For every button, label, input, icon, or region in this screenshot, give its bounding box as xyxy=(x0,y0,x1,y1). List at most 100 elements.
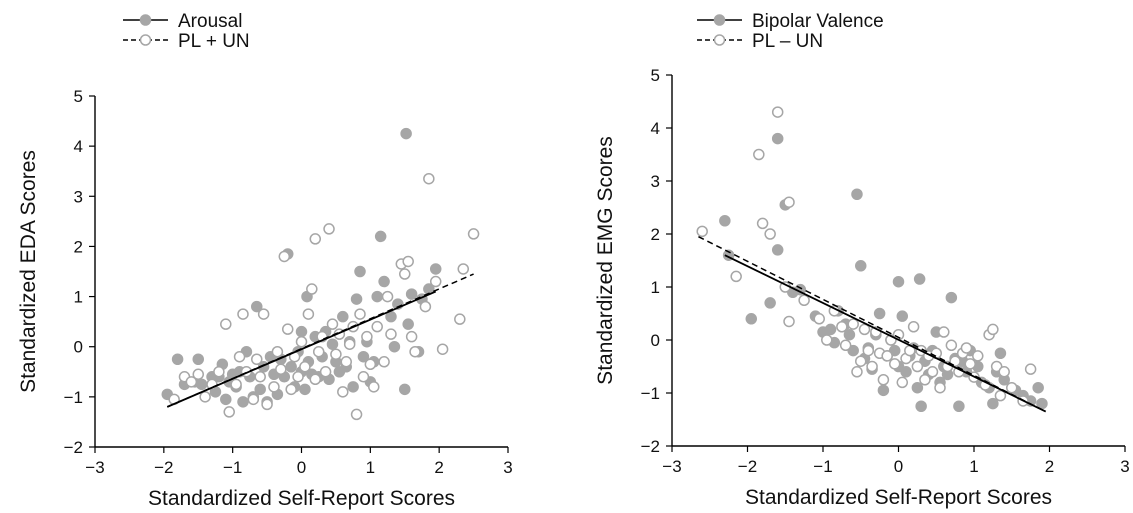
x-tick-label: −1 xyxy=(813,457,832,476)
filled-data-point xyxy=(378,275,390,288)
filled-data-point xyxy=(400,127,412,140)
x-tick-label: −1 xyxy=(223,458,242,477)
open-data-point xyxy=(881,350,893,362)
open-data-point xyxy=(436,343,449,355)
open-data-point xyxy=(839,339,852,352)
open-data-point xyxy=(185,376,198,388)
open-data-point xyxy=(457,263,470,275)
open-data-point xyxy=(309,373,322,386)
filled-data-point xyxy=(987,397,999,410)
open-data-point xyxy=(994,389,1007,402)
open-data-point xyxy=(381,290,394,303)
open-data-point xyxy=(337,386,349,398)
open-data-point xyxy=(998,366,1010,378)
open-data-point xyxy=(783,315,795,328)
filled-data-point xyxy=(994,347,1007,359)
filled-data-point xyxy=(847,344,859,357)
open-data-point xyxy=(855,355,867,367)
y-tick-label: 0 xyxy=(74,338,83,357)
open-data-point xyxy=(753,148,765,161)
open-data-point xyxy=(309,233,322,245)
filled-data-point xyxy=(388,340,401,353)
open-data-point xyxy=(361,330,373,343)
y-tick-label: 1 xyxy=(74,288,83,307)
open-data-point xyxy=(192,368,204,381)
open-data-point xyxy=(847,318,859,330)
filled-data-point xyxy=(429,263,442,275)
y-axis-title: Standardized EDA Scores xyxy=(17,150,40,393)
legend-entry-label: PL – UN xyxy=(752,31,823,52)
open-data-point xyxy=(409,345,421,358)
y-axis-title: Standardized EMG Scores xyxy=(594,136,617,385)
open-data-point xyxy=(821,334,833,346)
open-data-point xyxy=(199,391,211,403)
filled-data-point xyxy=(851,188,863,200)
filled-data-point xyxy=(877,384,890,397)
y-tick-label: 5 xyxy=(651,66,660,85)
legend-marker-sample xyxy=(713,14,726,26)
open-data-point xyxy=(261,398,273,411)
open-data-point xyxy=(343,338,356,350)
open-data-point xyxy=(783,196,795,208)
open-data-point xyxy=(911,360,924,373)
open-data-point xyxy=(934,381,946,394)
filled-data-point xyxy=(764,297,776,309)
open-data-point xyxy=(964,358,976,370)
y-tick-label: 1 xyxy=(651,278,660,297)
filled-data-point xyxy=(745,313,758,325)
y-tick-label: −1 xyxy=(64,388,83,407)
y-tick-label: 2 xyxy=(651,225,660,244)
open-data-point xyxy=(851,366,863,378)
open-data-point xyxy=(233,350,246,363)
open-data-point xyxy=(268,381,280,393)
open-data-point xyxy=(771,106,784,118)
filled-data-point xyxy=(1036,397,1048,410)
open-data-point xyxy=(877,374,890,386)
filled-data-point xyxy=(873,307,886,320)
open-data-point xyxy=(454,313,466,325)
open-data-point xyxy=(1006,381,1018,394)
regression-line-dashed xyxy=(166,273,474,408)
x-tick-label: 3 xyxy=(503,458,512,477)
open-data-point xyxy=(813,313,825,325)
y-tick-label: 5 xyxy=(74,87,83,106)
open-data-point xyxy=(371,320,383,333)
open-data-point xyxy=(764,228,776,240)
filled-data-point xyxy=(405,288,418,300)
open-data-point xyxy=(350,408,363,421)
filled-data-point xyxy=(915,400,927,412)
open-data-point xyxy=(278,250,291,263)
y-tick-label: −2 xyxy=(641,437,660,456)
y-tick-label: −1 xyxy=(641,384,660,403)
open-data-point xyxy=(299,361,311,373)
filled-data-point xyxy=(719,215,731,227)
x-tick-label: 2 xyxy=(1045,457,1054,476)
open-data-point xyxy=(926,366,939,378)
open-data-point xyxy=(972,350,984,362)
filled-data-point xyxy=(171,353,184,365)
open-data-point xyxy=(257,308,270,320)
filled-data-point xyxy=(945,291,958,304)
legend-entry-label: Arousal xyxy=(178,11,242,32)
open-data-point xyxy=(730,270,742,283)
open-data-point xyxy=(364,358,377,371)
open-data-point xyxy=(907,321,920,333)
x-tick-label: −3 xyxy=(85,458,104,477)
open-data-point xyxy=(405,330,418,343)
open-data-point xyxy=(888,358,901,370)
legend-entry-label: Bipolar Valence xyxy=(752,11,884,32)
open-data-point xyxy=(756,217,769,230)
x-tick-label: −2 xyxy=(154,458,173,477)
open-data-point xyxy=(312,345,325,358)
y-tick-label: 3 xyxy=(74,187,83,206)
filled-data-point xyxy=(299,383,311,396)
open-data-point xyxy=(326,318,339,330)
y-tick-label: 4 xyxy=(651,119,660,138)
open-data-point xyxy=(237,308,249,320)
filled-data-point xyxy=(195,378,208,391)
filled-data-point xyxy=(771,244,784,256)
open-data-point xyxy=(330,348,342,360)
legend-marker-sample xyxy=(713,34,726,46)
open-data-point xyxy=(357,371,370,383)
